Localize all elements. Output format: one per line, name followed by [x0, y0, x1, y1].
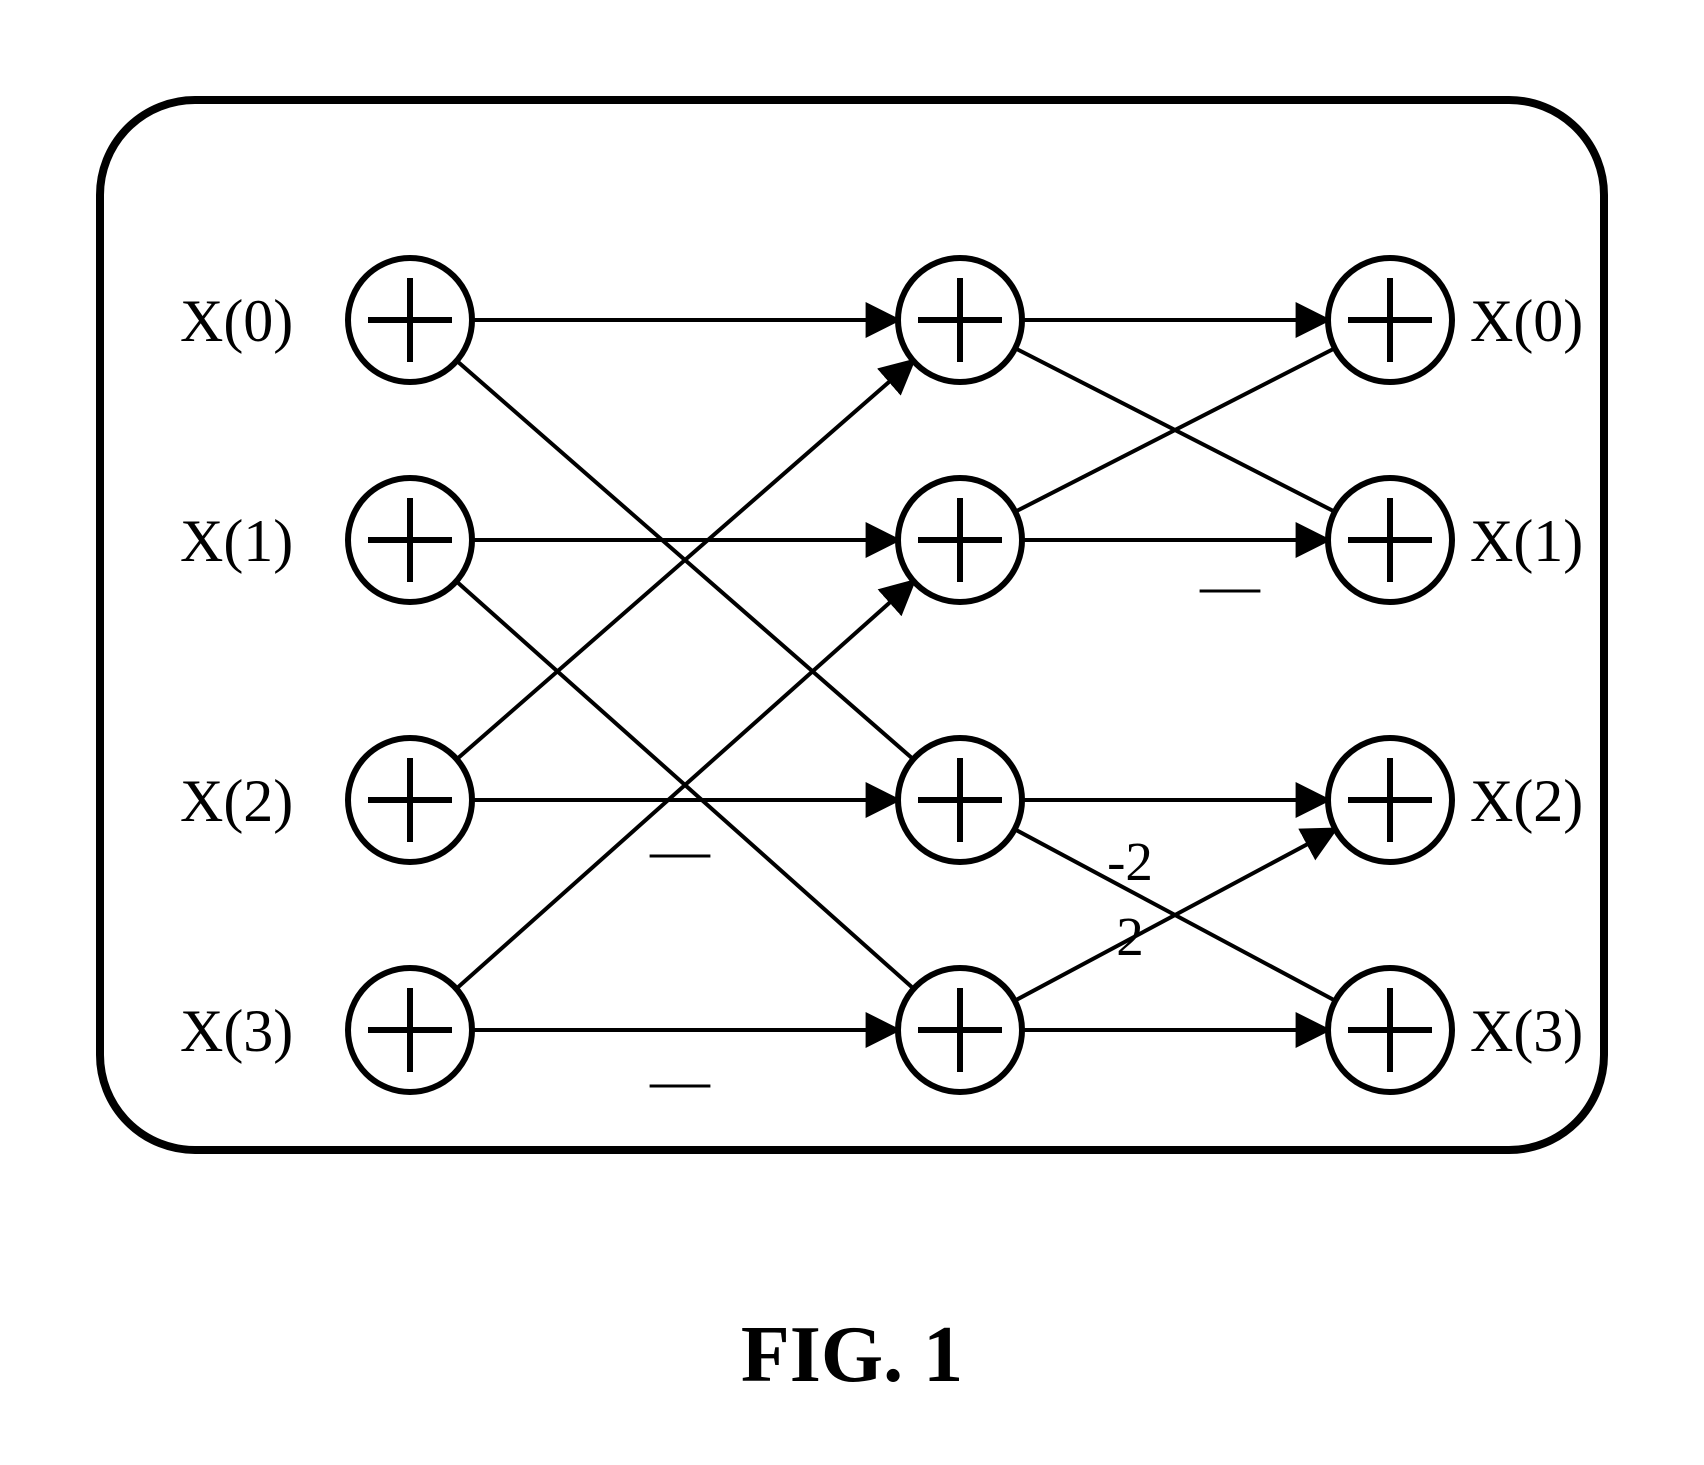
output-label: X(1) [1470, 508, 1583, 574]
edge-weight-label: 2 [1116, 906, 1144, 967]
output-label: X(0) [1470, 288, 1583, 354]
input-label: X(1) [180, 508, 293, 574]
edge-weight-label: — [649, 817, 711, 883]
output-label: X(3) [1470, 998, 1583, 1064]
edge-weight-label: — [649, 1047, 711, 1113]
input-label: X(2) [180, 768, 293, 834]
edge-weight-label: -2 [1107, 831, 1153, 892]
figure-caption: FIG. 1 [0, 1310, 1704, 1401]
input-label: X(3) [180, 998, 293, 1064]
butterfly-diagram: X(0) X(1) X(2) X(3) X(0) X(1) X(2) X(3) — — — -2 2 [0, 0, 1704, 1465]
input-label: X(0) [180, 288, 293, 354]
edge-weight-label: — [1199, 552, 1261, 618]
output-label: X(2) [1470, 768, 1583, 834]
